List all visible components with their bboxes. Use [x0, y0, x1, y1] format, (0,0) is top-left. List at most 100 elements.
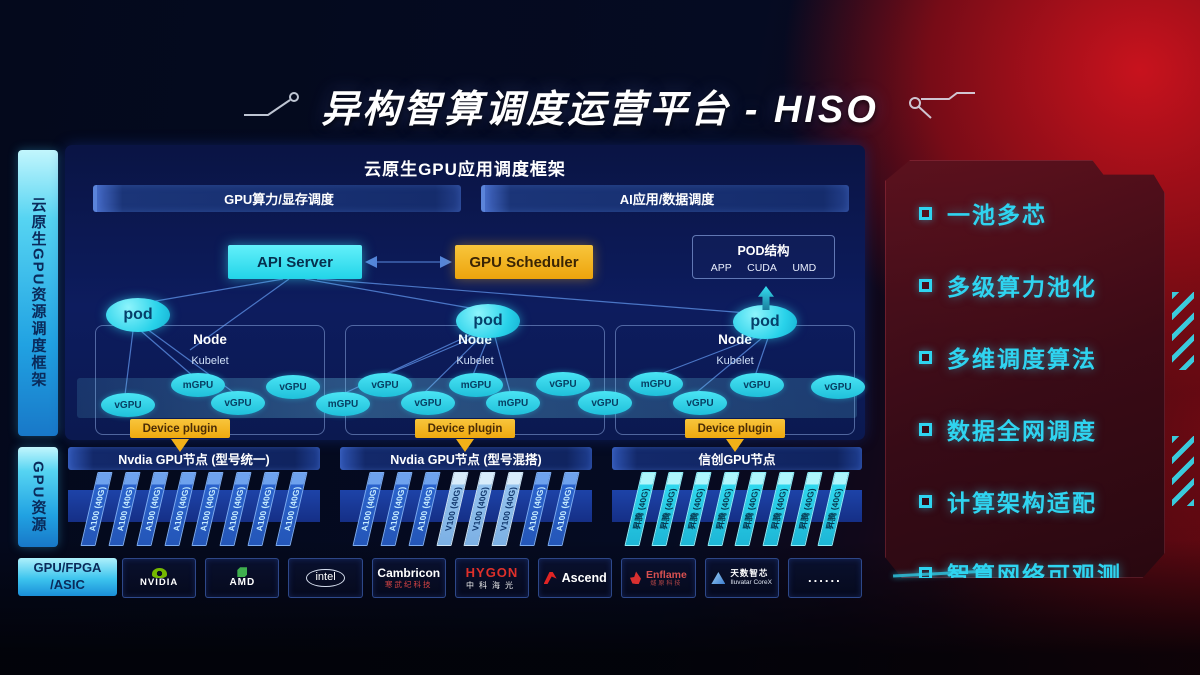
scheduler-framework-panel: 云原生GPU应用调度框架 GPU算力/显存调度 AI应用/数据调度	[65, 145, 865, 452]
sidebar-gpu-resource-label: GPU资源	[29, 460, 47, 534]
gpu-card: 昇腾 (40G)	[762, 472, 795, 546]
vgpu-ellipse: vGPU	[578, 391, 632, 415]
connection-lines	[124, 256, 769, 396]
gpu-card-stack: 昇腾 (40G) 昇腾 (40G) 昇腾 (40G) 昇腾 (40G) 昇腾 (40G)…	[612, 472, 862, 548]
gpu-card: A100 (40G)	[408, 472, 441, 546]
vgpu-ellipse: vGPU	[673, 391, 727, 415]
gpu-card: A100 (40G)	[352, 472, 385, 546]
gpu-card: A100 (40G)	[247, 472, 280, 546]
pod-ellipse-3: pod	[733, 305, 797, 339]
vendor-name: Cambricon	[377, 565, 441, 580]
kubelet-label: Kubelet	[716, 355, 754, 367]
gpu-card: 昇腾 (40G)	[734, 472, 767, 546]
gpu-scheduler-box: GPU Scheduler	[455, 245, 593, 279]
mgpu-ellipse: mGPU	[171, 373, 225, 397]
vgpu-ellipse: vGPU	[730, 373, 784, 397]
vgpu-ellipse: vGPU	[536, 372, 590, 396]
panel-title: 云原生GPU应用调度框架	[364, 160, 566, 179]
gpu-card: A100 (40G)	[547, 472, 580, 546]
feature-item: 多维调度算法	[919, 340, 1165, 374]
gpu-card: A100 (40G)	[163, 472, 197, 546]
mgpu-ellipse: mGPU	[486, 391, 540, 415]
gpu-card: 昇腾 (40G)	[817, 472, 850, 546]
gpu-card: A100 (40G)	[519, 472, 552, 546]
sidebar-framework-bar: 云原生GPU资源调度框架	[18, 150, 58, 436]
gpu-card: V100 (40G)	[435, 472, 469, 546]
vendor-nvidia: NVIDIA	[122, 558, 197, 598]
vendor-name: HYGON	[465, 564, 519, 580]
gpu-card: A100 (40G)	[275, 472, 308, 546]
gpu-card: A100 (40G)	[108, 472, 141, 546]
nvidia-icon	[151, 567, 167, 578]
chip-category-box: GPU/FPGA /ASIC	[18, 558, 117, 596]
kubelet-label: Kubelet	[456, 355, 494, 367]
gpu-rack-band	[340, 490, 592, 522]
vendor-subname: 燧原科技	[650, 580, 683, 587]
gpu-card: V100 (40G)	[463, 472, 496, 546]
ascend-icon	[543, 572, 557, 584]
bar-gpu-compute-scheduling: GPU算力/显存调度	[93, 185, 461, 212]
vendor-intel: intel	[288, 558, 363, 598]
gpu-node-group-header: Nvdia GPU节点 (型号统一)	[68, 447, 320, 470]
vendor-ellipsis: ......	[808, 569, 842, 585]
gpu-card: A100 (40G)	[380, 472, 413, 546]
pod-structure-box: POD结构 APP CUDA UMD	[692, 235, 835, 279]
vgpu-ellipse: vGPU	[401, 391, 455, 415]
square-bullet-icon	[919, 350, 932, 364]
feature-label: 数据全网调度	[947, 418, 1097, 444]
chip-category-line1: GPU/FPGA	[33, 560, 102, 576]
vendor-others: ......	[787, 558, 862, 598]
feature-label: 计算架构适配	[947, 490, 1097, 516]
sidebar-framework-label: 云原生GPU资源调度框架	[29, 197, 47, 389]
gpu-card: 昇腾 (40G)	[651, 472, 684, 546]
feature-label: 一池多芯	[947, 202, 1047, 228]
gpu-rack-band	[68, 490, 320, 522]
mgpu-ellipse: mGPU	[449, 373, 503, 397]
gpu-card: V100 (40G)	[491, 472, 524, 546]
vendor-enflame: Enflame 燧原科技	[621, 558, 696, 598]
bar-ai-data-scheduling: AI应用/数据调度	[481, 185, 849, 212]
gpu-card: 昇腾 (40G)	[707, 472, 740, 546]
intel-icon: intel	[306, 569, 345, 587]
vendor-subname: Iluvatar CoreX	[730, 579, 772, 587]
gpu-card: A100 (40G)	[219, 472, 252, 546]
amd-icon	[237, 567, 248, 578]
vgpu-ellipse: vGPU	[266, 375, 320, 399]
vgpu-ellipse: vGPU	[358, 373, 412, 397]
device-plugin-label: Device plugin	[415, 419, 515, 438]
feature-item: 多级算力池化	[919, 268, 1165, 302]
vendor-name: 天数智芯	[730, 568, 769, 579]
node-label: Node	[193, 332, 227, 347]
page-title: 异构智算调度运营平台 - HISO	[321, 89, 879, 131]
vendor-subname: 寒武纪科技	[385, 579, 433, 589]
square-bullet-icon	[919, 206, 932, 220]
hatch-stripes-decoration	[1172, 436, 1194, 506]
chip-category-line2: /ASIC	[50, 577, 85, 592]
device-plugin-label: Device plugin	[685, 419, 785, 438]
feature-label: 多级算力池化	[947, 274, 1097, 300]
vgpu-ellipse: vGPU	[811, 375, 865, 399]
pod-ellipse-2: pod	[456, 304, 520, 338]
feature-label: 多维调度算法	[947, 346, 1097, 372]
pod-structure-item-umd: UMD	[792, 262, 817, 274]
vgpu-ellipse: vGPU	[211, 391, 265, 415]
feature-item: 一池多芯	[919, 196, 1165, 230]
vendor-name: Ascend	[561, 570, 607, 585]
gpu-node-group-header: Nvdia GPU节点 (型号混搭)	[340, 447, 592, 470]
gpu-node-group-xinchuang: 信创GPU节点 昇腾 (40G) 昇腾 (40G) 昇腾 (40G) 昇腾 (40G)…	[612, 447, 862, 555]
pod-structure-item-app: APP	[710, 262, 732, 274]
mgpu-ellipse: mGPU	[316, 392, 370, 416]
feature-panel: 一池多芯 多级算力池化 多维调度算法 数据全网调度 计算架构适配 智算网络可观测	[885, 160, 1165, 578]
vendor-subname: 中科海光	[465, 580, 518, 590]
enflame-icon	[629, 571, 641, 585]
pod-structure-title: POD结构	[737, 244, 790, 258]
node-label: Node	[718, 332, 752, 347]
api-server-box: API Server	[228, 245, 362, 279]
title-right-circuit-decoration	[909, 92, 975, 119]
gpu-card: 昇腾 (40G)	[624, 472, 657, 546]
square-bullet-icon	[919, 494, 932, 508]
vendor-logo-row: NVIDIA AMD intel Cambricon 寒武纪科技 HYGON 中…	[122, 558, 862, 598]
gpu-card: A100 (40G)	[80, 472, 113, 546]
vgpu-ellipse: vGPU	[101, 393, 155, 417]
